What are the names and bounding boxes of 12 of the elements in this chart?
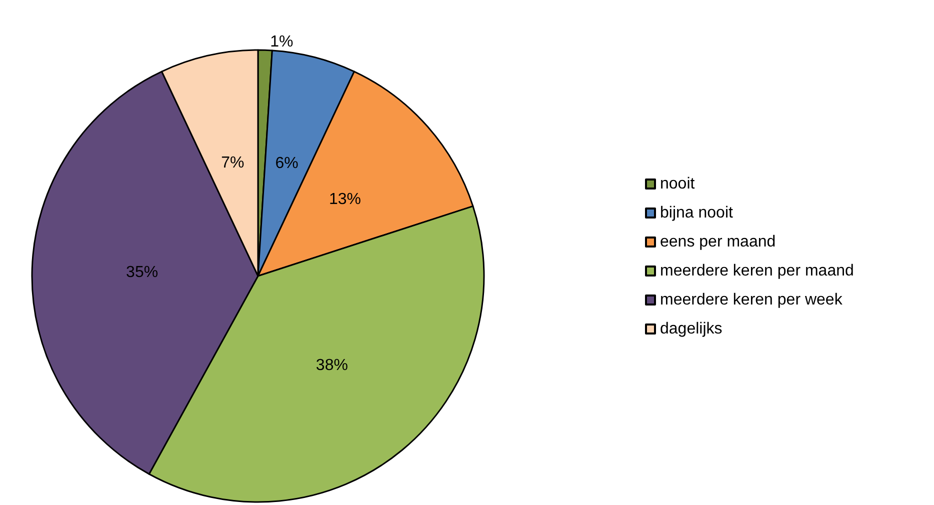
legend-label: bijna nooit	[660, 204, 734, 222]
data-label: 6%	[275, 155, 298, 172]
legend-label: meerdere keren per week	[660, 292, 844, 308]
legend-label: meerdere keren per maand	[660, 262, 854, 280]
data-label: 13%	[328, 190, 362, 208]
legend-label: dagelijks	[660, 320, 722, 338]
data-label: 1%	[270, 34, 294, 51]
data-label: 7%	[221, 154, 244, 172]
data-label: 38%	[316, 356, 348, 374]
legend-label: nooit	[660, 176, 696, 192]
legend-label: eens per maand	[660, 234, 776, 250]
data-label: 35%	[126, 264, 158, 281]
